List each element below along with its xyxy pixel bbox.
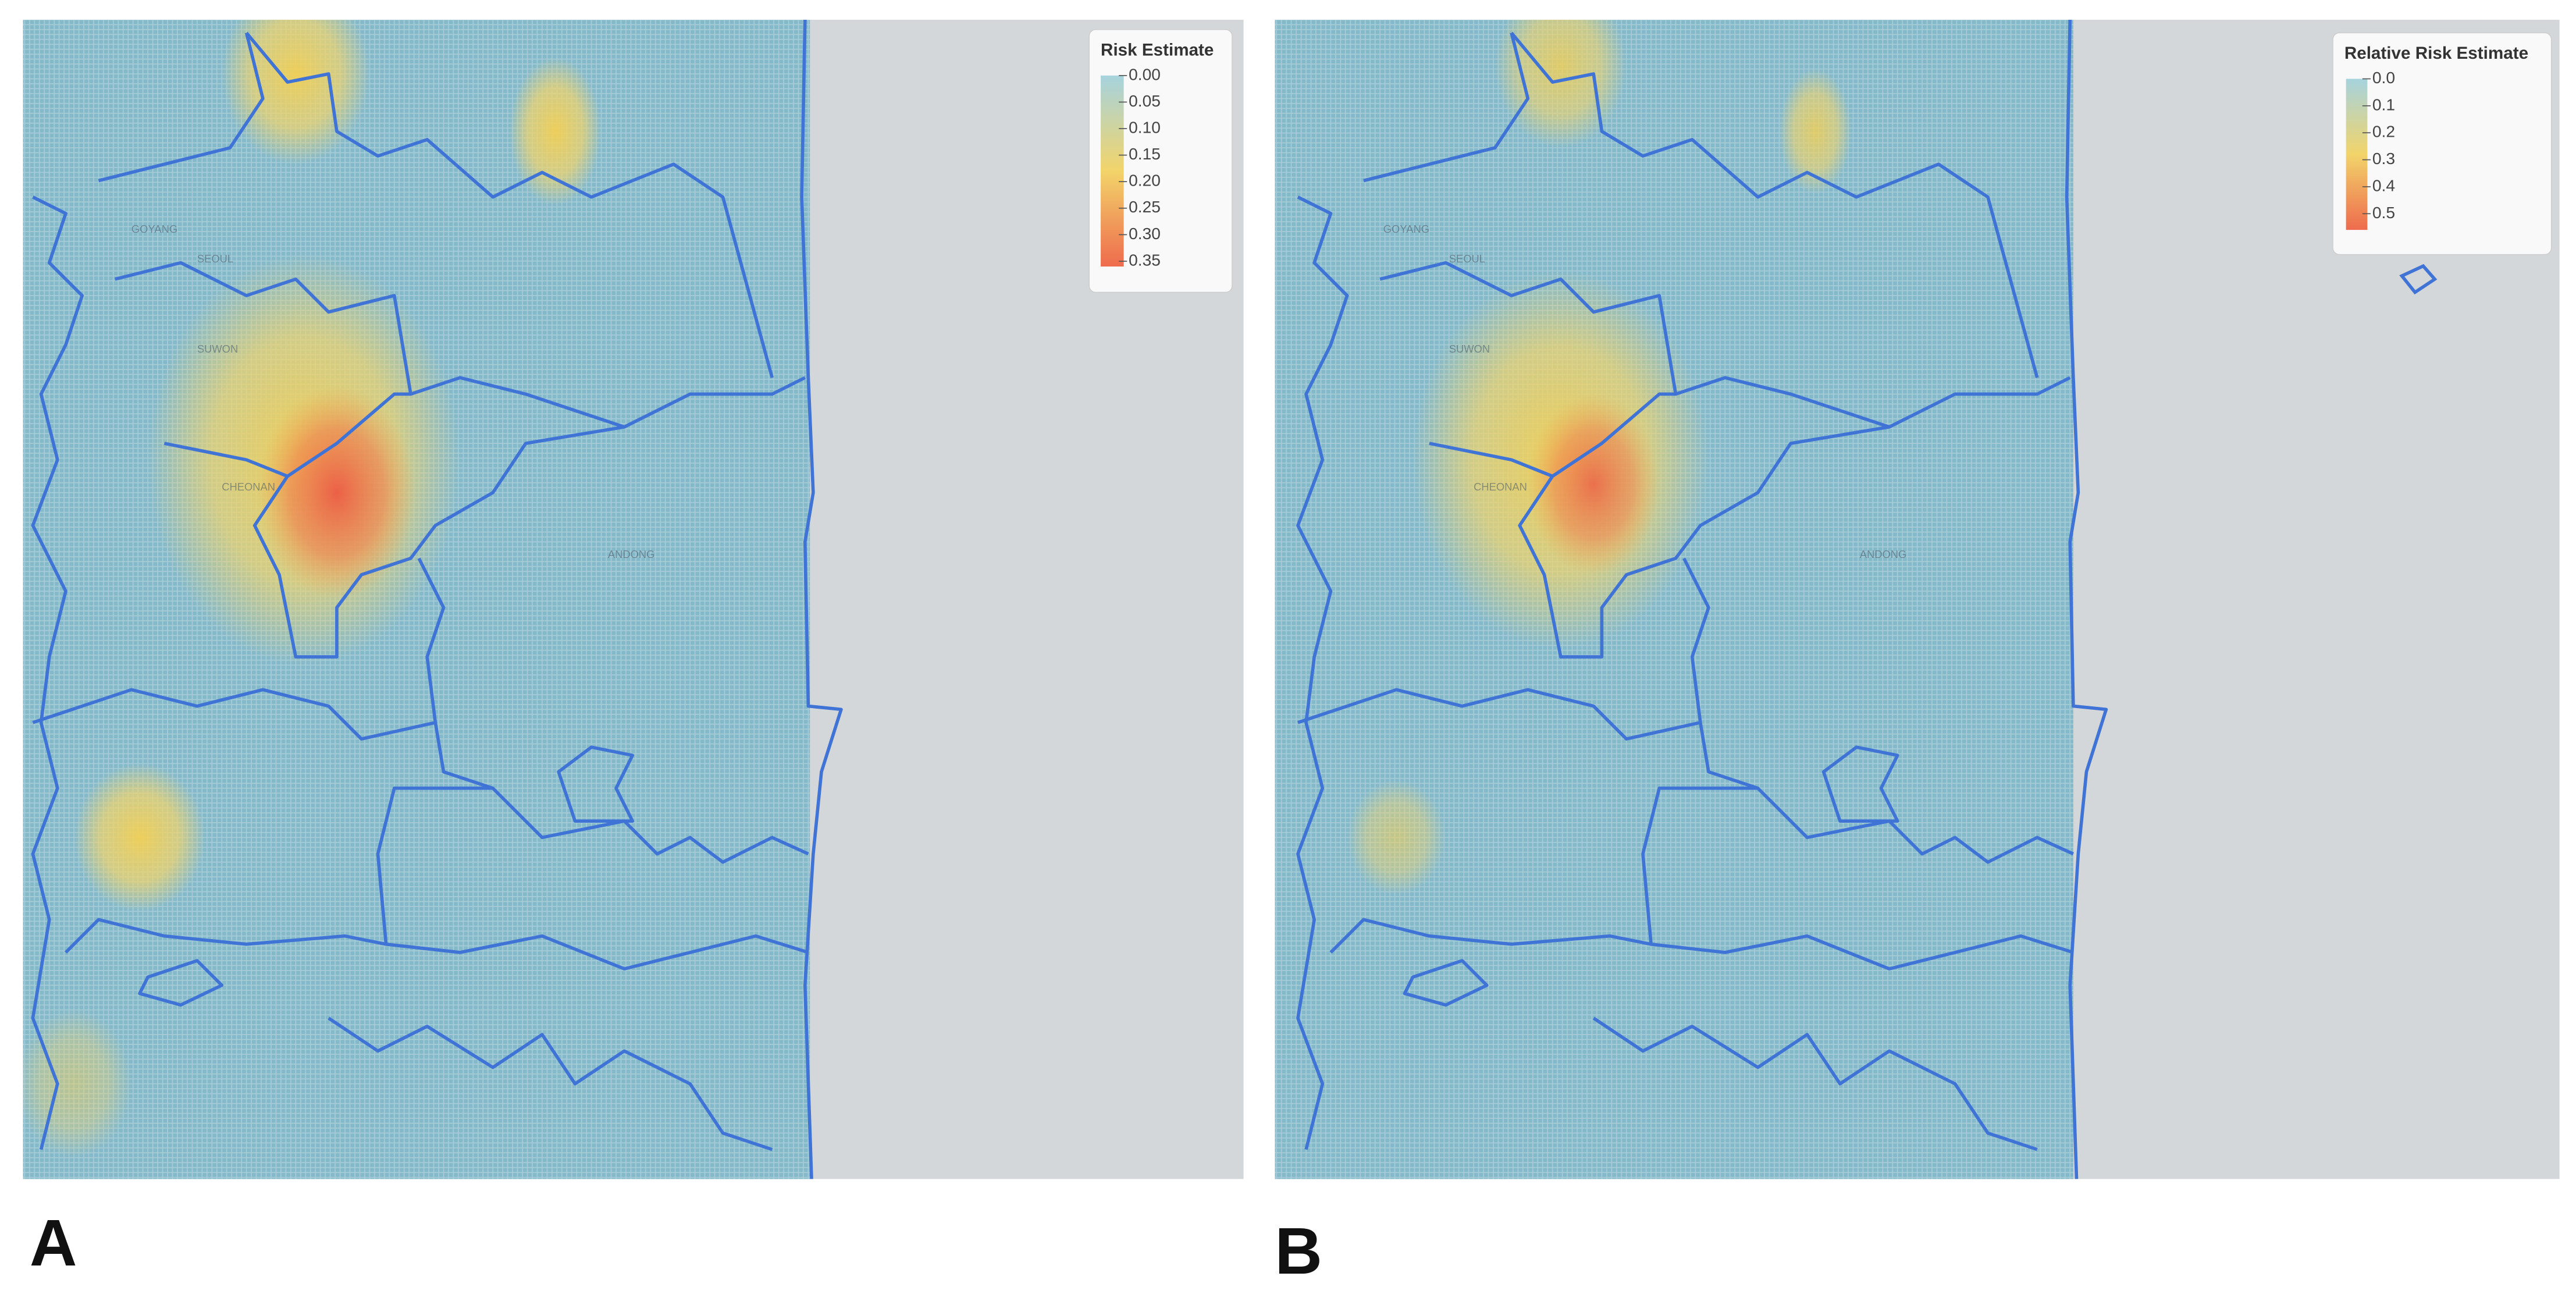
place-label: SUWON (197, 343, 238, 355)
legend-title: Relative Risk Estimate (2344, 44, 2528, 63)
legend-box (1088, 29, 1233, 293)
legend-tick-label: 0.3 (2372, 149, 2395, 168)
legend-box (2332, 32, 2552, 255)
place-label: ANDONG (1860, 548, 1907, 560)
map-panel: A GOYANG SEOUL SUWON CHEONAN ANDONG Risk Estim… (30, 29, 1233, 1279)
place-label: SEOUL (1449, 253, 1485, 265)
place-label: CHEONAN (222, 481, 275, 493)
colorbar (1101, 75, 1124, 267)
legend-tick-label: 0.4 (2372, 176, 2395, 194)
map-panel: B GOYANG SEOUL SUWON CHEONAN ANDONG Relative R… (1275, 32, 2552, 1288)
legend-tick-label: 0.05 (1129, 91, 1161, 110)
legend-tick-label: 0.00 (1129, 65, 1161, 83)
panel-label: A (30, 1206, 77, 1279)
place-label: GOYANG (1383, 223, 1429, 235)
legend-tick-label: 0.35 (1129, 250, 1161, 269)
place-label: GOYANG (131, 223, 177, 235)
legend-tick-label: 0.2 (2372, 122, 2395, 141)
legend-title: Risk Estimate (1101, 40, 1214, 59)
legend-tick-label: 0.20 (1129, 171, 1161, 190)
legend-tick-label: 0.10 (1129, 118, 1161, 136)
place-label: CHEONAN (1474, 481, 1527, 493)
legend-tick-label: 0.5 (2372, 203, 2395, 222)
place-label: SUWON (1449, 343, 1490, 355)
legend-tick-label: 0.30 (1129, 224, 1161, 243)
panel-label: B (1275, 1214, 1322, 1288)
place-label: SEOUL (197, 253, 233, 265)
map-a (23, 19, 1244, 1179)
colorbar (2346, 79, 2368, 230)
legend-tick-label: 0.0 (2372, 68, 2395, 87)
legend-tick-label: 0.15 (1129, 144, 1161, 163)
legend-tick-label: 0.1 (2372, 95, 2395, 113)
place-label: ANDONG (608, 548, 655, 560)
legend-tick-label: 0.25 (1129, 197, 1161, 216)
